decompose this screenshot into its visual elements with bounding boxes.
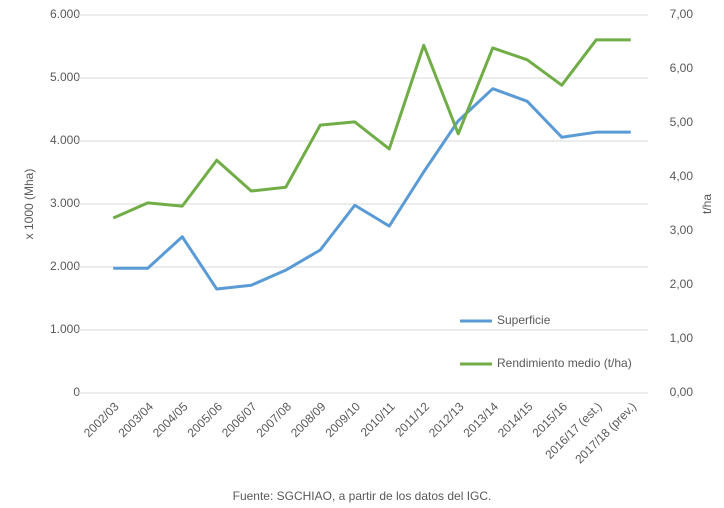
x-tick-label: 2012/13 xyxy=(426,399,467,440)
x-tick-label: 2014/15 xyxy=(495,399,536,440)
legend-label: Rendimiento medio (t/ha) xyxy=(497,356,632,370)
x-tick-label: 2013/14 xyxy=(461,399,502,440)
x-tick-label: 2010/11 xyxy=(358,399,398,439)
y-tick-label: 1.000 xyxy=(50,322,80,336)
x-tick-label: 2009/10 xyxy=(323,399,364,440)
x-tick-label: 2004/05 xyxy=(150,399,191,440)
y2-tick-label: 4,00 xyxy=(670,169,694,183)
y-tick-label: 3.000 xyxy=(50,196,80,210)
x-tick-label: 2006/07 xyxy=(219,399,260,440)
y2-tick-label: 2,00 xyxy=(670,277,694,291)
y-tick-label: 6.000 xyxy=(50,7,80,21)
x-tick-label: 2003/04 xyxy=(116,399,157,440)
y2-tick-label: 1,00 xyxy=(670,331,694,345)
y2-tick-label: 7,00 xyxy=(670,7,694,21)
y-tick-label: 5.000 xyxy=(50,70,80,84)
x-tick-label: 2005/06 xyxy=(185,399,226,440)
y2-tick-label: 3,00 xyxy=(670,223,694,237)
y2-tick-label: 5,00 xyxy=(670,115,694,129)
x-tick-label: 2007/08 xyxy=(254,399,295,440)
y2-axis-title: t/ha xyxy=(700,194,714,214)
series-line xyxy=(113,87,631,291)
series-line xyxy=(112,38,631,220)
y-tick-label: 0 xyxy=(73,385,80,399)
y2-tick-label: 0,00 xyxy=(670,385,694,399)
x-tick-label: 2002/03 xyxy=(81,399,122,440)
x-tick-label: 2017/18 (prev.) xyxy=(572,399,639,466)
y-tick-label: 4.000 xyxy=(50,133,80,147)
legend-label: Superficie xyxy=(497,313,551,327)
y2-tick-label: 6,00 xyxy=(670,61,694,75)
y-tick-label: 2.000 xyxy=(50,259,80,273)
caption: Fuente: SGCHIAO, a partir de los datos d… xyxy=(233,489,492,503)
x-tick-label: 2011/12 xyxy=(392,399,432,439)
x-tick-label: 2008/09 xyxy=(288,399,329,440)
y-axis-title: x 1000 (Mha) xyxy=(22,169,36,240)
